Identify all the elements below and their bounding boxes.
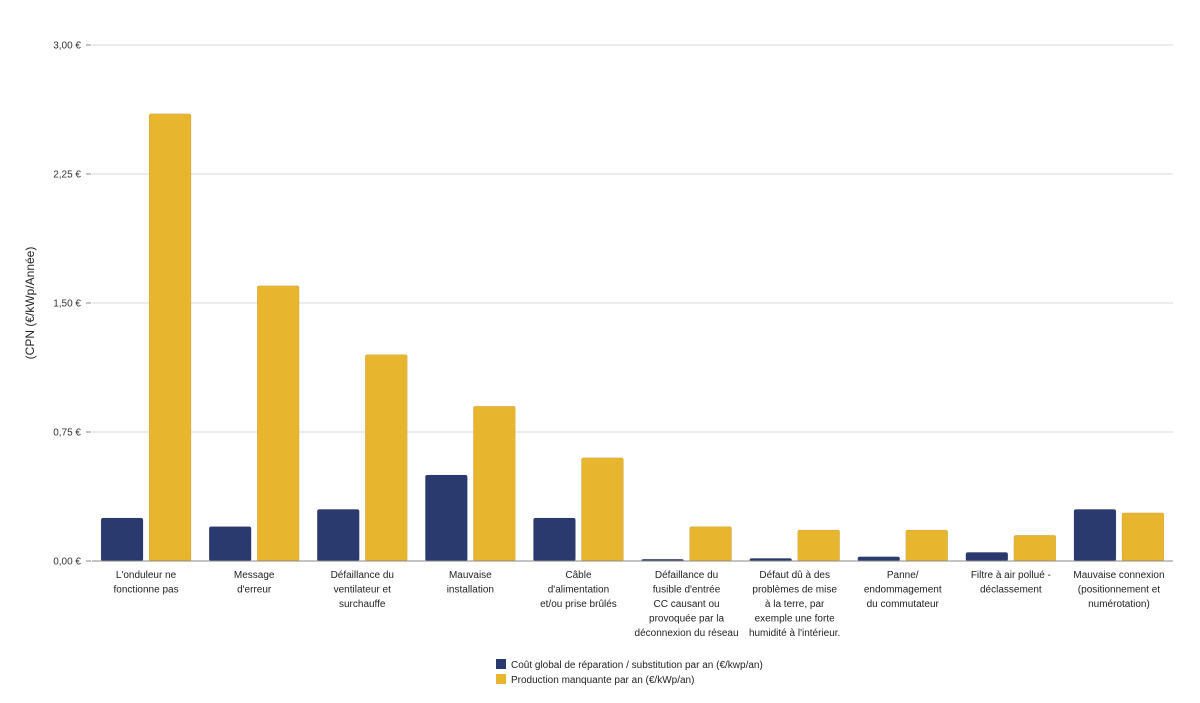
x-category-label: Câble d'alimentation et/ou prise brûlés [540,570,617,610]
bar-series-2 [689,526,732,562]
grid-lines [92,44,1173,433]
x-category-label: Filtre à air pollué -déclassement [971,570,1051,596]
bar-series-2 [581,457,624,562]
bar-series-1 [533,517,576,562]
y-axis-ticks: 0,00 € 0,75 € 1,50 € 2,25 € 3,00 € [53,41,91,568]
x-category-label: L'onduleur ne fonctionne pas [114,570,179,596]
y-tick-label: 2,25 € [53,170,81,181]
bar-series-2 [1121,512,1165,562]
legend: Coût global de réparation / substitution… [496,659,763,686]
x-category-label: Message d'erreur [234,570,275,596]
bar-series-2 [473,405,516,562]
bar-series-1 [100,517,144,562]
bar-series-2 [148,113,192,562]
bar-series-1 [208,526,252,562]
x-category-label: Défaillance du ventilateur et surchauffe [331,570,394,610]
legend-swatch [496,674,506,684]
x-category-label: Défaillance du fusible d'entrée CC causant… [635,570,739,639]
bar-series-2 [365,354,408,562]
bar-series-2 [797,529,840,562]
bar-series-2 [256,285,300,562]
bars [100,113,1165,562]
legend-label: Production manquante par an (€/kWp/an) [511,675,694,686]
y-tick-label: 3,00 € [53,41,81,52]
bar-series-2 [1013,534,1057,562]
bar-series-1 [857,556,900,562]
bar-series-1 [425,474,468,562]
legend-swatch [496,659,506,669]
x-category-label: Panne/endommagement du commutateur [864,570,942,610]
y-tick-label: 1,50 € [53,299,81,310]
x-axis-category-labels: L'onduleur ne fonctionne pas Message d'erre… [114,570,1165,639]
y-axis-label: (CPN (€/kWp/Année) [23,247,37,360]
y-tick-label: 0,75 € [53,428,81,439]
bar-series-1 [317,509,360,562]
x-category-label: Mauvaise connexion (positionnement et numé… [1073,570,1164,610]
x-category-label: Défaut dû à des problèmes de mise à la ter… [749,570,840,639]
x-category-label: Mauvaise installation [447,570,494,596]
bar-series-1 [965,552,1009,562]
legend-label: Coût global de réparation / substitution… [511,660,763,671]
bar-series-1 [1073,509,1117,562]
bar-series-2 [905,529,948,562]
y-tick-label: 0,00 € [53,557,81,568]
